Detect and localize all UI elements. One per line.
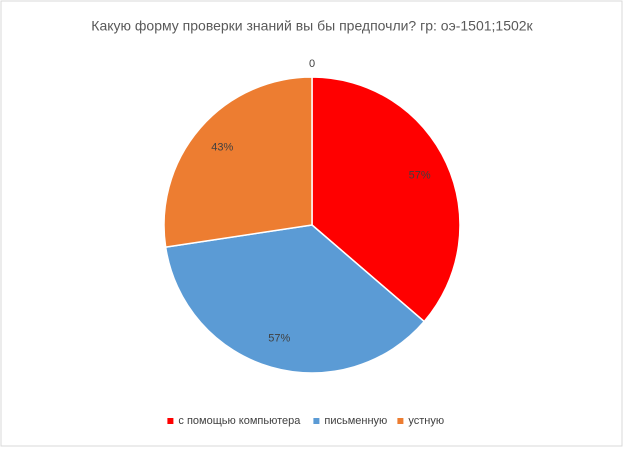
pie-slice — [163, 76, 313, 248]
pie-slice — [164, 224, 426, 374]
legend-label: с помощью компьютера — [178, 415, 301, 427]
chart-title: Какую форму проверки знаний вы бы предпо… — [91, 18, 533, 34]
legend-swatch — [397, 418, 404, 424]
legend-swatch — [313, 418, 320, 424]
data-label: 43% — [211, 142, 233, 154]
legend-label: письменную — [324, 415, 387, 427]
pie-slice — [311, 76, 461, 323]
data-label: 57% — [268, 333, 290, 345]
data-label: 57% — [409, 170, 431, 182]
data-label: 0 — [309, 58, 315, 70]
legend-label: устную — [408, 415, 444, 427]
legend-swatch — [167, 418, 174, 424]
